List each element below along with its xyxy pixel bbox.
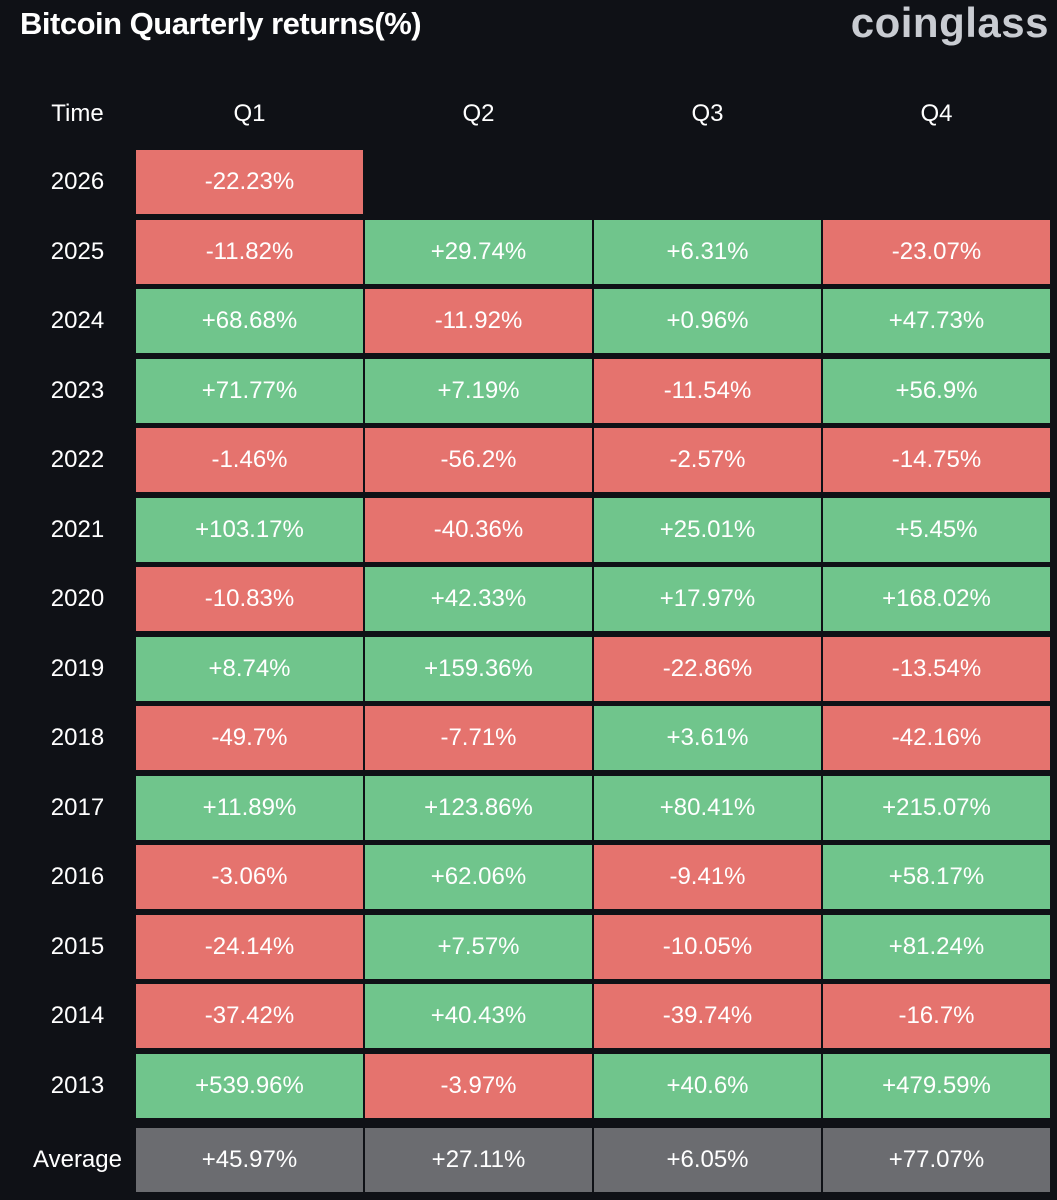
- return-cell: +3.61%: [594, 706, 821, 770]
- return-cell: +40.43%: [365, 984, 592, 1048]
- return-cell: -14.75%: [823, 428, 1050, 492]
- row-label-2014: 2014: [50, 1002, 105, 1029]
- average-cell: +6.05%: [594, 1128, 821, 1192]
- return-cell: -10.05%: [594, 914, 821, 979]
- column-header-time: Time: [51, 100, 104, 127]
- row-label-2020: 2020: [50, 585, 105, 612]
- return-cell: -42.16%: [823, 706, 1050, 770]
- return-cell: +68.68%: [136, 289, 363, 353]
- return-cell: +6.31%: [594, 219, 821, 284]
- return-cell: +29.74%: [365, 219, 592, 284]
- return-cell: +168.02%: [823, 567, 1050, 631]
- return-cell: +215.07%: [823, 775, 1050, 840]
- return-cell: -40.36%: [365, 497, 592, 562]
- return-cell: +40.6%: [594, 1053, 821, 1118]
- return-cell: +25.01%: [594, 497, 821, 562]
- return-cell: -13.54%: [823, 636, 1050, 701]
- return-cell: -3.97%: [365, 1053, 592, 1118]
- column-header-q4: Q4: [920, 100, 953, 127]
- average-cell: +45.97%: [136, 1128, 363, 1192]
- return-cell: +58.17%: [823, 845, 1050, 909]
- row-label-2021: 2021: [50, 515, 105, 543]
- row-label-2023: 2023: [50, 376, 105, 404]
- return-cell: +0.96%: [594, 289, 821, 353]
- return-cell: -37.42%: [136, 984, 363, 1048]
- return-cell: +81.24%: [823, 914, 1050, 979]
- row-label-2015: 2015: [50, 932, 105, 960]
- return-cell: -1.46%: [136, 428, 363, 492]
- return-cell: +71.77%: [136, 358, 363, 423]
- row-label-2022: 2022: [50, 446, 105, 473]
- chart-title: Bitcoin Quarterly returns(%): [20, 6, 422, 41]
- row-label-2019: 2019: [50, 654, 105, 682]
- column-header-q3: Q3: [691, 100, 724, 127]
- row-label-2026: 2026: [50, 168, 105, 195]
- return-cell: +159.36%: [365, 636, 592, 701]
- return-cell: -24.14%: [136, 914, 363, 979]
- return-cell: +539.96%: [136, 1053, 363, 1118]
- return-cell: -39.74%: [594, 984, 821, 1048]
- column-header-q2: Q2: [462, 100, 495, 127]
- return-cell: -22.86%: [594, 636, 821, 701]
- row-label-average: Average: [33, 1146, 122, 1173]
- row-label-2025: 2025: [50, 237, 105, 265]
- row-label-2024: 2024: [50, 307, 105, 334]
- average-cell: +27.11%: [365, 1128, 592, 1192]
- return-cell: -2.57%: [594, 428, 821, 492]
- return-cell: -23.07%: [823, 219, 1050, 284]
- row-label-2018: 2018: [50, 724, 105, 751]
- return-cell: +103.17%: [136, 497, 363, 562]
- return-cell: +42.33%: [365, 567, 592, 631]
- return-cell: -11.82%: [136, 219, 363, 284]
- row-label-2016: 2016: [50, 863, 105, 890]
- column-header-q1: Q1: [233, 100, 266, 127]
- return-cell: -7.71%: [365, 706, 592, 770]
- return-cell: -22.23%: [136, 150, 363, 214]
- return-cell: -49.7%: [136, 706, 363, 770]
- row-label-2017: 2017: [50, 793, 105, 821]
- return-cell: +7.19%: [365, 358, 592, 423]
- row-label-2013: 2013: [50, 1071, 105, 1099]
- return-cell: -16.7%: [823, 984, 1050, 1048]
- return-cell: +17.97%: [594, 567, 821, 631]
- return-cell: +5.45%: [823, 497, 1050, 562]
- return-cell: -11.92%: [365, 289, 592, 353]
- return-cell: -10.83%: [136, 567, 363, 631]
- return-cell: -9.41%: [594, 845, 821, 909]
- return-cell: -3.06%: [136, 845, 363, 909]
- return-cell: -11.54%: [594, 358, 821, 423]
- average-cell: +77.07%: [823, 1128, 1050, 1192]
- return-cell: +479.59%: [823, 1053, 1050, 1118]
- return-cell: +11.89%: [136, 775, 363, 840]
- return-cell: +47.73%: [823, 289, 1050, 353]
- return-cell: +62.06%: [365, 845, 592, 909]
- brand-logo: coinglass: [850, 0, 1049, 46]
- return-cell: -56.2%: [365, 428, 592, 492]
- return-cell: +8.74%: [136, 636, 363, 701]
- return-cell: +80.41%: [594, 775, 821, 840]
- return-cell: +56.9%: [823, 358, 1050, 423]
- return-cell: +123.86%: [365, 775, 592, 840]
- return-cell: +7.57%: [365, 914, 592, 979]
